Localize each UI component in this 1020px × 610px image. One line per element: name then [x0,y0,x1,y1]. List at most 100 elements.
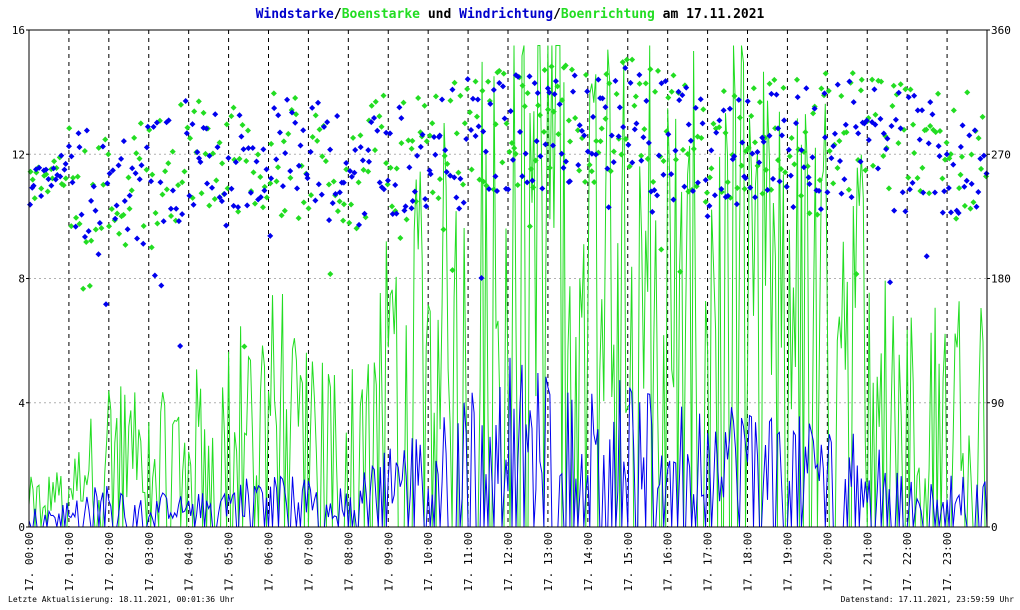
direction-point [160,218,167,225]
direction-point [357,144,364,151]
direction-point [81,147,88,154]
direction-point [455,169,462,176]
direction-point [368,119,375,126]
direction-point [58,181,65,188]
direction-point [221,190,228,197]
direction-point [102,301,109,308]
direction-point [683,84,690,91]
direction-point [304,175,311,182]
direction-point [115,162,122,169]
direction-point [706,174,713,181]
direction-point [209,184,216,191]
direction-point [734,184,741,191]
direction-point [878,78,885,85]
direction-point [616,104,623,111]
x-tick-label-6: 17. 06:00 [263,532,276,592]
direction-point [926,190,933,197]
direction-point [245,127,252,134]
direction-point [62,175,69,182]
direction-point [853,270,860,277]
direction-point [108,206,115,213]
direction-point [136,155,143,162]
direction-point [494,187,501,194]
direction-point [735,96,742,103]
direction-point [891,207,898,214]
direction-point [929,111,936,118]
direction-point [124,226,131,233]
direction-point [837,157,844,164]
direction-point [460,181,467,188]
direction-point [308,192,315,199]
direction-point [869,76,876,83]
direction-point [464,86,471,93]
direction-point [449,267,456,274]
direction-point [48,182,55,189]
direction-point [38,185,45,192]
direction-point [524,179,531,186]
direction-point [295,162,302,169]
direction-point [805,174,812,181]
direction-point [321,123,328,130]
direction-point [297,142,304,149]
direction-point [773,91,780,98]
direction-point [27,201,34,208]
direction-point [704,213,711,220]
y-left-tick-label-2: 8 [18,273,25,286]
direction-point [535,102,542,109]
direction-point [365,168,372,175]
direction-point [724,192,731,199]
direction-point [640,134,647,141]
direction-point [842,121,849,128]
direction-point [548,63,555,70]
direction-point [327,146,334,153]
direction-point [372,98,379,105]
direction-point [228,113,235,120]
direction-point [252,200,259,207]
x-tick-label-8: 17. 08:00 [342,532,355,592]
direction-point [574,127,581,134]
direction-point [473,113,480,120]
direction-point [76,220,83,227]
direction-point [528,166,535,173]
x-tick-label-0: 17. 00:00 [23,532,36,592]
direction-point [565,117,572,124]
direction-point [787,172,794,179]
direction-point [670,72,677,79]
direction-point [43,171,50,178]
direction-point [131,134,138,141]
direction-point [464,76,471,83]
direction-point [400,99,407,106]
direction-point [939,209,946,216]
direction-point [403,216,410,223]
direction-point [447,97,454,104]
direction-point [389,211,396,218]
direction-point [74,173,81,180]
direction-point [699,120,706,127]
direction-point [68,153,75,160]
direction-point [658,80,665,87]
direction-point [615,133,622,140]
direction-point [957,143,964,150]
direction-point [152,210,159,217]
direction-point [794,76,801,83]
direction-point [81,233,88,240]
direction-point [216,139,223,146]
direction-point [512,150,519,157]
direction-point [44,188,51,195]
direction-point [919,107,926,114]
direction-point [961,183,968,190]
x-tick-label-5: 17. 05:00 [223,532,236,592]
direction-point [50,165,57,172]
direction-point [60,182,67,189]
direction-point [157,179,164,186]
direction-point [198,190,205,197]
direction-point [806,210,813,217]
direction-point [689,187,696,194]
direction-point [679,146,686,153]
direction-point [326,217,333,224]
direction-point [731,153,738,160]
direction-point [432,93,439,100]
direction-point [340,201,347,208]
direction-point [720,107,727,114]
direction-point [122,241,129,248]
